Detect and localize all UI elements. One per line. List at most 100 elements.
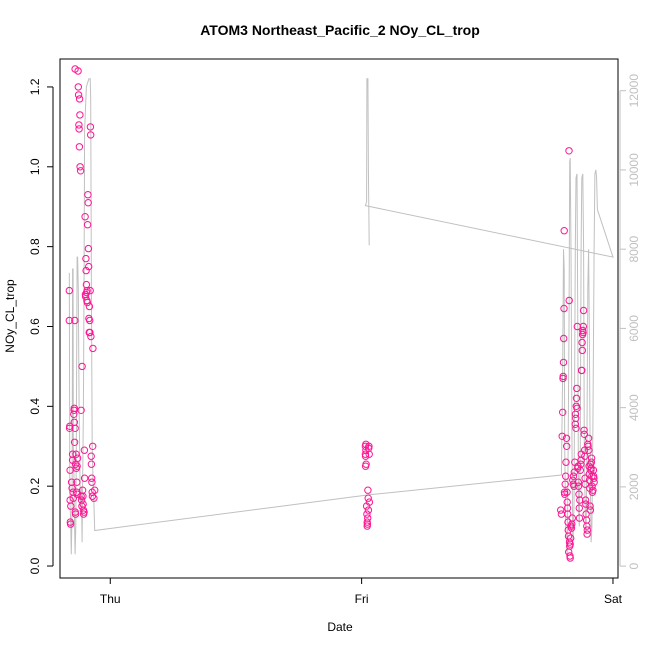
- data-point: [560, 304, 568, 313]
- data-point: [565, 296, 573, 305]
- y-tick-label: 1.2: [28, 78, 42, 95]
- data-point: [575, 514, 584, 522]
- data-point: [562, 434, 571, 442]
- data-point: [572, 394, 581, 402]
- data-point: [81, 213, 89, 221]
- data-point: [365, 450, 373, 458]
- data-point: [590, 474, 598, 482]
- data-point: [581, 496, 590, 504]
- data-point: [67, 502, 75, 510]
- y2-tick-label: 4000: [627, 394, 641, 421]
- x-tick-label: Thu: [100, 592, 121, 606]
- data-point: [364, 506, 373, 514]
- data-point: [72, 450, 80, 458]
- data-point: [84, 244, 93, 253]
- data-point: [83, 286, 91, 295]
- data-point: [583, 530, 591, 538]
- data-point: [87, 131, 95, 139]
- data-point: [567, 524, 576, 532]
- data-point: [73, 454, 82, 462]
- data-point: [559, 372, 567, 381]
- data-point: [75, 125, 83, 133]
- data-point: [579, 306, 588, 315]
- y-tick-label: 1.0: [28, 158, 42, 175]
- data-point: [80, 474, 89, 482]
- data-point: [589, 486, 597, 494]
- y-tick-label: 0.0: [28, 557, 42, 574]
- data-point: [364, 494, 372, 502]
- data-point: [581, 480, 589, 488]
- data-point: [76, 167, 85, 175]
- data-point: [561, 490, 569, 498]
- altitude-series-line: [68, 78, 614, 555]
- data-point: [88, 492, 97, 500]
- data-point: [585, 446, 593, 454]
- data-point: [584, 442, 592, 450]
- y2-tick-label: 6000: [627, 315, 641, 342]
- y-axis-right: 0 2000 4000 6000 8000 10000 12000: [619, 74, 641, 569]
- data-point: [562, 458, 570, 466]
- data-point: [578, 338, 586, 347]
- data-point: [86, 316, 94, 325]
- data-point: [570, 482, 578, 490]
- data-point: [70, 404, 79, 412]
- data-point: [74, 91, 83, 99]
- data-point: [587, 458, 596, 466]
- data-point: [568, 514, 576, 522]
- data-point: [66, 520, 75, 528]
- data-point: [572, 424, 580, 432]
- x-tick-label: Fri: [355, 592, 369, 606]
- data-point: [365, 498, 374, 506]
- data-point: [578, 366, 586, 375]
- data-point: [75, 121, 83, 129]
- data-point: [563, 488, 571, 496]
- data-point: [80, 508, 88, 516]
- data-point: [88, 478, 96, 486]
- data-point: [75, 143, 84, 151]
- data-point: [65, 286, 74, 295]
- data-point: [559, 358, 568, 367]
- data-point: [573, 404, 581, 412]
- data-point: [563, 442, 571, 450]
- y-tick-label: 0.4: [28, 398, 42, 415]
- data-point: [83, 221, 92, 229]
- data-point: [559, 408, 567, 416]
- data-point: [71, 424, 79, 432]
- data-point: [565, 147, 573, 155]
- y-tick-label: 0.6: [28, 318, 42, 335]
- data-point: [362, 460, 370, 468]
- data-point: [569, 472, 578, 480]
- data-point: [580, 426, 588, 434]
- y-axis-label: NOy_CL_trop: [3, 279, 17, 353]
- data-point: [74, 67, 82, 75]
- data-point: [364, 514, 372, 522]
- data-point: [74, 83, 83, 91]
- data-point: [86, 328, 94, 337]
- chart-title: ATOM3 Northeast_Pacific_2 NOy_CL_trop: [200, 22, 480, 38]
- data-point: [581, 452, 589, 460]
- data-point: [576, 496, 584, 504]
- y2-tick-label: 2000: [627, 473, 641, 500]
- data-point: [572, 414, 580, 422]
- y-tick-label: 0.2: [28, 478, 42, 495]
- y2-tick-label: 10000: [627, 153, 641, 187]
- data-point: [565, 548, 573, 556]
- data-point: [78, 362, 86, 371]
- data-point: [363, 510, 371, 518]
- data-point: [590, 478, 598, 486]
- data-point: [68, 450, 77, 458]
- data-point: [575, 490, 583, 498]
- data-point: [77, 406, 85, 414]
- data-point: [79, 492, 87, 500]
- data-point: [83, 298, 92, 307]
- y2-tick-label: 0: [627, 562, 641, 569]
- data-point: [87, 452, 95, 460]
- data-point: [560, 334, 568, 343]
- data-point: [85, 302, 94, 311]
- data-point: [560, 227, 568, 235]
- data-point: [76, 163, 84, 171]
- x-axis-label: Date: [327, 620, 353, 634]
- data-point: [574, 478, 582, 486]
- data-point: [561, 480, 569, 488]
